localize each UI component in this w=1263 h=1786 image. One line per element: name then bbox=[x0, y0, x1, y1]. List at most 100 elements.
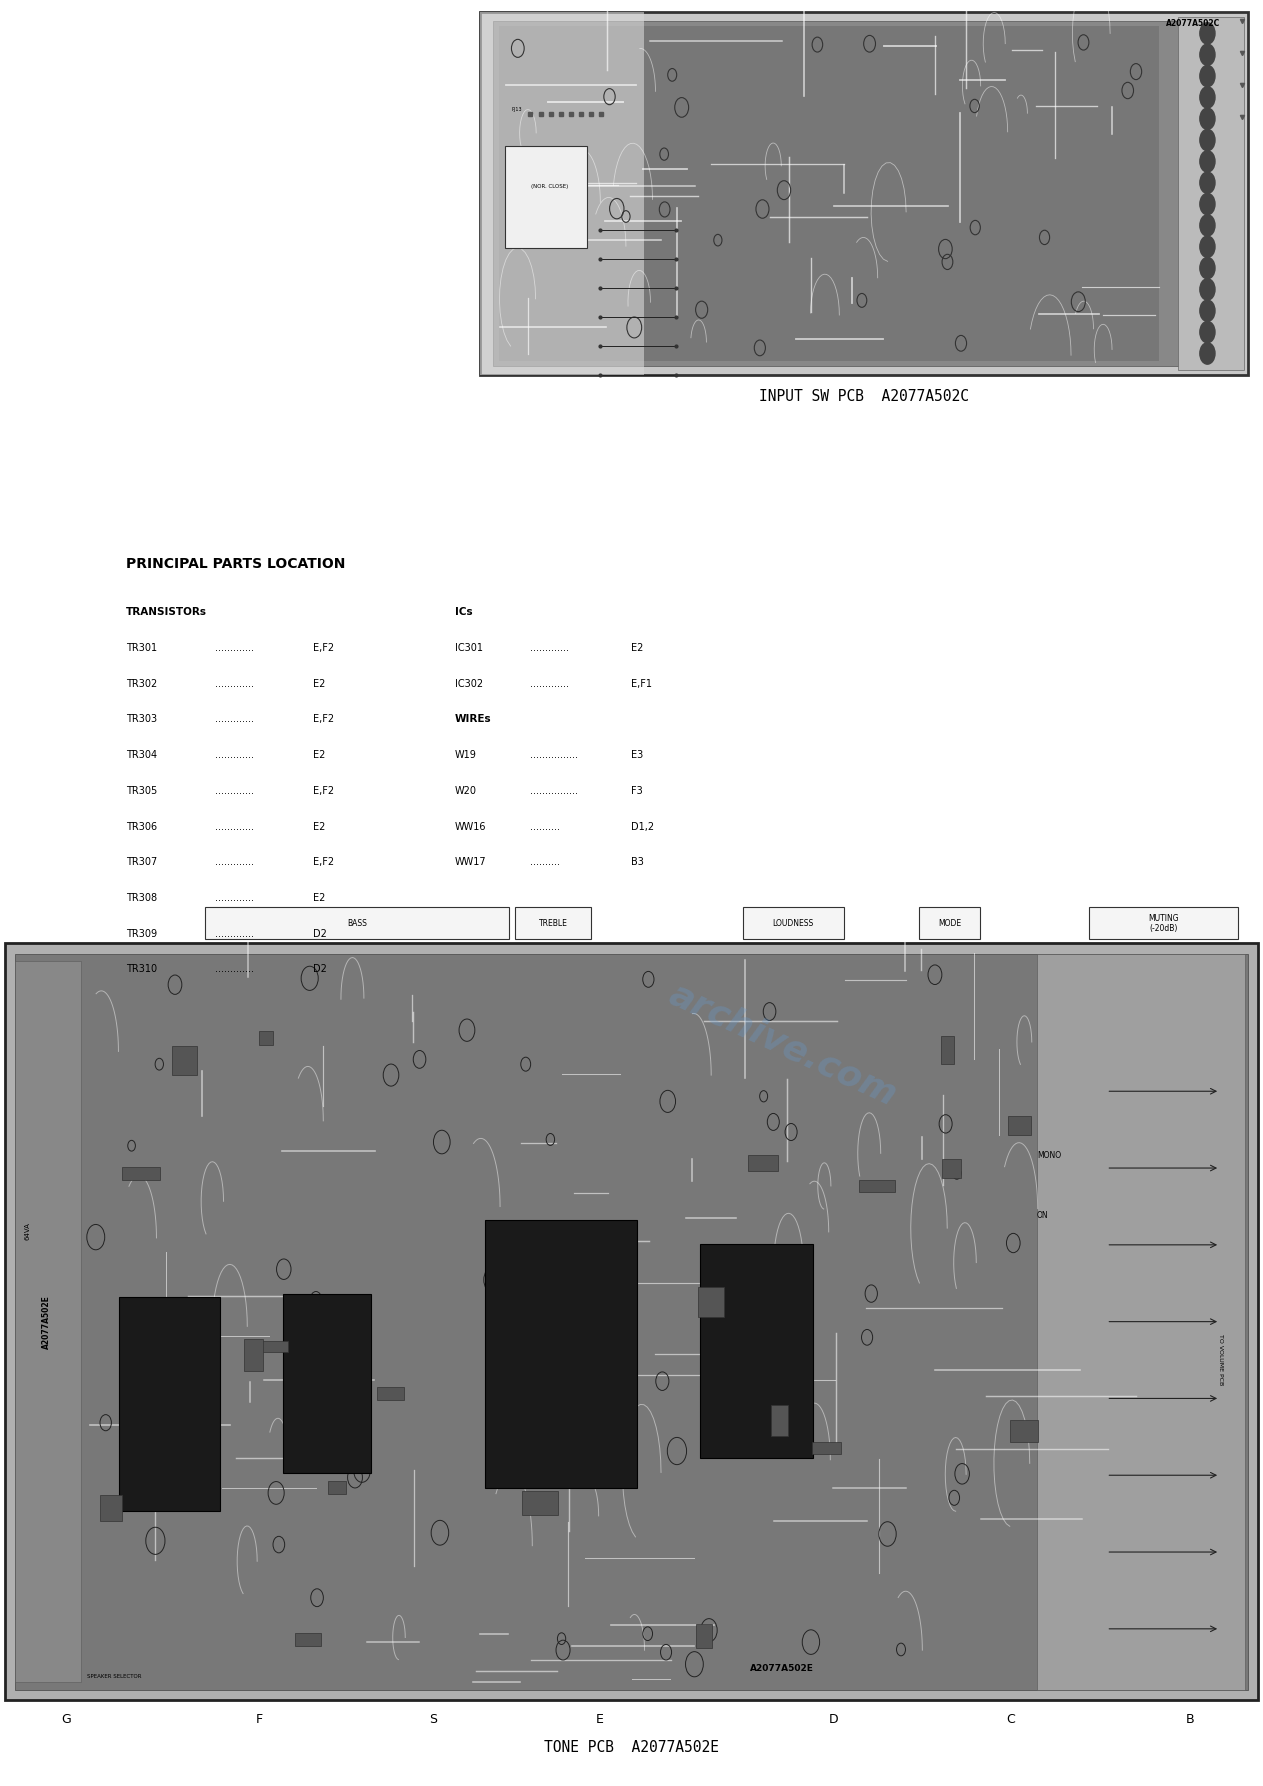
Text: E2: E2 bbox=[313, 893, 326, 904]
Bar bbox=[119, 1297, 220, 1511]
Text: MUTING
(-20dB): MUTING (-20dB) bbox=[1148, 914, 1178, 932]
Text: TR308: TR308 bbox=[126, 893, 158, 904]
Circle shape bbox=[1200, 66, 1215, 88]
Text: TR301: TR301 bbox=[126, 643, 158, 654]
Text: .............: ............. bbox=[215, 786, 254, 797]
Text: B: B bbox=[1186, 1713, 1194, 1725]
Text: A2077A502E: A2077A502E bbox=[750, 1665, 813, 1673]
Text: archive.com: archive.com bbox=[664, 977, 902, 1113]
Text: C: C bbox=[1007, 1713, 1014, 1725]
Text: .............: ............. bbox=[215, 714, 254, 725]
Text: PJ13: PJ13 bbox=[512, 107, 522, 113]
Bar bbox=[253, 1341, 288, 1352]
Text: TO VOLUME PCB: TO VOLUME PCB bbox=[1218, 1334, 1223, 1386]
Text: ..........: .......... bbox=[530, 857, 561, 868]
Text: E,F1: E,F1 bbox=[632, 679, 653, 689]
Bar bbox=[748, 1156, 778, 1172]
Bar bbox=[1178, 18, 1244, 370]
Circle shape bbox=[1200, 129, 1215, 150]
Text: E2: E2 bbox=[313, 679, 326, 689]
Text: .............: ............. bbox=[530, 643, 570, 654]
Bar bbox=[1089, 907, 1238, 939]
Bar bbox=[480, 13, 644, 375]
Circle shape bbox=[1200, 214, 1215, 236]
Bar bbox=[505, 146, 587, 248]
Bar bbox=[123, 1168, 160, 1181]
Bar bbox=[485, 1220, 637, 1488]
Text: (NOR. CLOSE): (NOR. CLOSE) bbox=[530, 184, 568, 189]
Bar bbox=[378, 1388, 404, 1400]
Circle shape bbox=[1200, 279, 1215, 300]
Text: TR310: TR310 bbox=[126, 964, 158, 975]
Circle shape bbox=[1200, 171, 1215, 193]
Text: TR303: TR303 bbox=[126, 714, 158, 725]
Text: WIREs: WIREs bbox=[455, 714, 491, 725]
Bar bbox=[698, 1286, 724, 1316]
Text: TR304: TR304 bbox=[126, 750, 158, 761]
Text: .............: ............. bbox=[215, 929, 254, 939]
Text: IC302: IC302 bbox=[455, 679, 482, 689]
Text: TR302: TR302 bbox=[126, 679, 158, 689]
Text: TRANSISTORs: TRANSISTORs bbox=[126, 607, 207, 618]
Bar bbox=[5, 943, 1258, 1700]
Bar bbox=[259, 1031, 273, 1045]
Text: E2: E2 bbox=[313, 750, 326, 761]
Bar bbox=[919, 907, 980, 939]
Text: ICs: ICs bbox=[455, 607, 472, 618]
Text: MONO: MONO bbox=[1037, 1150, 1061, 1159]
Bar bbox=[15, 954, 1248, 1690]
Text: INPUT SW PCB  A2077A502C: INPUT SW PCB A2077A502C bbox=[759, 389, 969, 404]
Text: .............: ............. bbox=[215, 964, 254, 975]
Text: .............: ............. bbox=[215, 643, 254, 654]
Text: TR305: TR305 bbox=[126, 786, 158, 797]
Bar bbox=[172, 1045, 197, 1075]
Bar bbox=[696, 1623, 711, 1648]
Text: G: G bbox=[61, 1713, 71, 1725]
Text: E,F2: E,F2 bbox=[313, 714, 335, 725]
Bar bbox=[480, 13, 1248, 375]
Circle shape bbox=[1200, 343, 1215, 364]
Text: F: F bbox=[255, 1713, 263, 1725]
Text: W19: W19 bbox=[455, 750, 476, 761]
Bar bbox=[515, 907, 591, 939]
Text: S: S bbox=[429, 1713, 437, 1725]
Bar bbox=[859, 1181, 895, 1193]
Text: SPEAKER SELECTOR: SPEAKER SELECTOR bbox=[87, 1673, 141, 1679]
Text: E,F2: E,F2 bbox=[313, 786, 335, 797]
Circle shape bbox=[1200, 236, 1215, 257]
Text: WW16: WW16 bbox=[455, 822, 486, 832]
Bar bbox=[1037, 954, 1245, 1690]
Text: ................: ................ bbox=[530, 750, 578, 761]
Circle shape bbox=[1200, 193, 1215, 214]
Text: ..........: .......... bbox=[530, 822, 561, 832]
Text: TONE PCB  A2077A502E: TONE PCB A2077A502E bbox=[544, 1740, 719, 1754]
Bar bbox=[328, 1481, 346, 1493]
Text: W20: W20 bbox=[455, 786, 476, 797]
Text: E,F2: E,F2 bbox=[313, 857, 335, 868]
Text: .............: ............. bbox=[215, 822, 254, 832]
Text: TR306: TR306 bbox=[126, 822, 158, 832]
Text: E2: E2 bbox=[632, 643, 644, 654]
Bar bbox=[15, 961, 81, 1682]
Circle shape bbox=[1200, 321, 1215, 343]
Text: 64VA: 64VA bbox=[25, 1222, 30, 1239]
Text: F3: F3 bbox=[632, 786, 643, 797]
Text: A2077A502E: A2077A502E bbox=[42, 1295, 52, 1348]
Bar bbox=[941, 1036, 955, 1064]
Text: .............: ............. bbox=[215, 857, 254, 868]
Bar bbox=[205, 907, 509, 939]
Text: E3: E3 bbox=[632, 750, 644, 761]
Text: ON: ON bbox=[1037, 1211, 1048, 1220]
Bar bbox=[100, 1495, 123, 1522]
Bar bbox=[294, 1632, 321, 1647]
Circle shape bbox=[1200, 45, 1215, 66]
Bar bbox=[812, 1441, 841, 1454]
Text: TR309: TR309 bbox=[126, 929, 158, 939]
Text: .............: ............. bbox=[530, 679, 570, 689]
Bar bbox=[499, 27, 1159, 361]
Text: D1,2: D1,2 bbox=[632, 822, 654, 832]
Bar bbox=[244, 1340, 263, 1370]
Bar bbox=[522, 1491, 558, 1515]
Text: D: D bbox=[829, 1713, 839, 1725]
Circle shape bbox=[1200, 107, 1215, 129]
